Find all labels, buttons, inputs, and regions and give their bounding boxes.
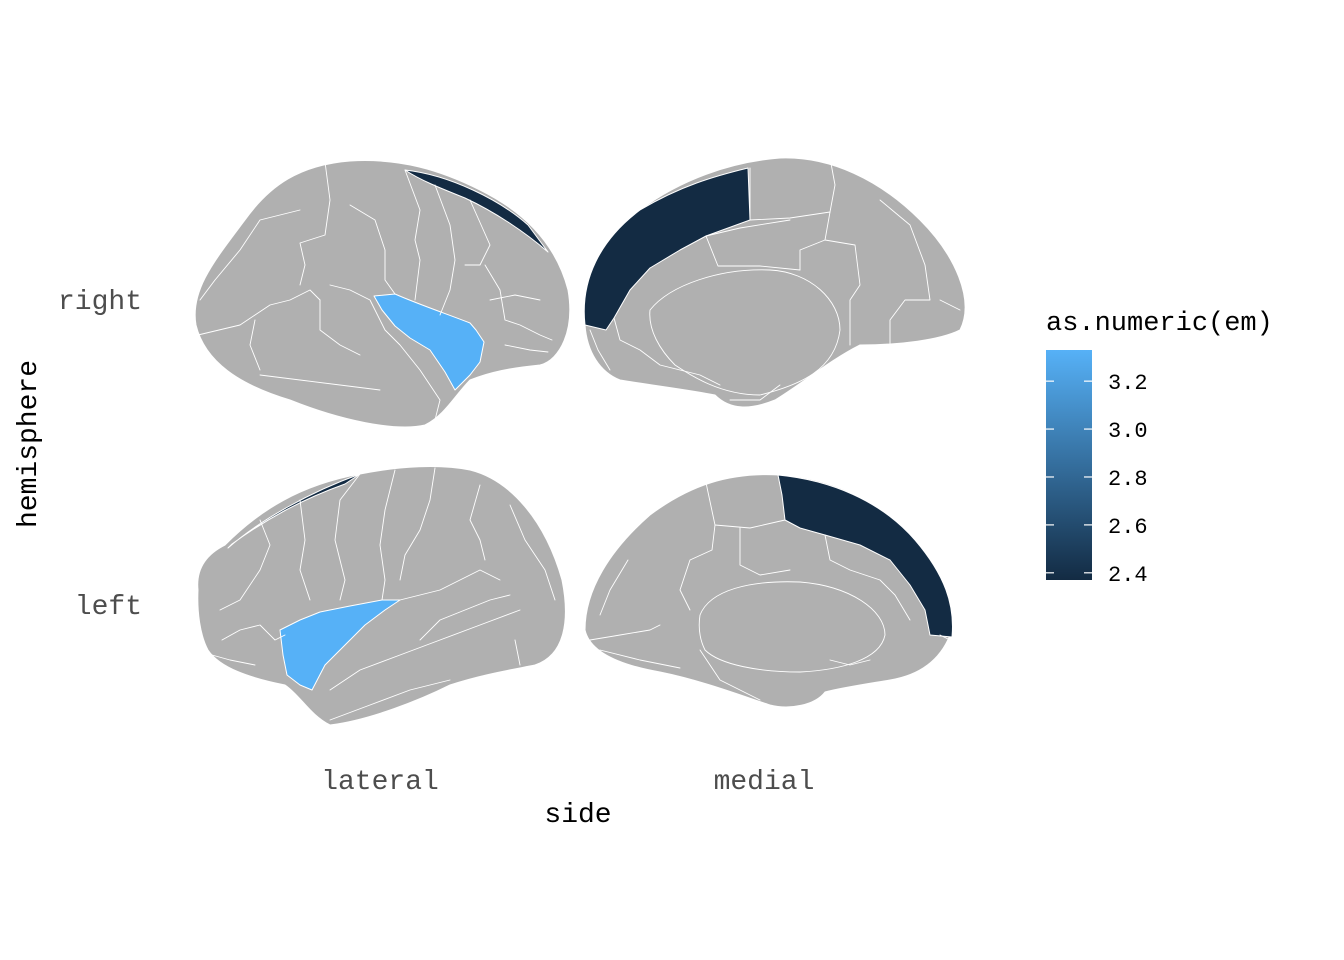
brain-left-lateral xyxy=(197,466,566,726)
x-tick-medial: medial xyxy=(714,767,815,798)
legend-tick-label-0: 3.2 xyxy=(1108,371,1148,396)
left-lateral-sulci xyxy=(211,467,556,721)
brain-right-lateral xyxy=(194,160,571,428)
right-lateral-frontal-strip xyxy=(404,169,549,253)
x-tick-lateral: lateral xyxy=(321,767,439,798)
brain-left-medial xyxy=(584,474,953,708)
x-axis-title: side xyxy=(544,800,611,831)
right-lateral-temporal-region xyxy=(373,293,485,391)
left-lateral-temporal-region xyxy=(279,599,401,691)
right-lateral-outline xyxy=(194,160,571,428)
legend-title: as.numeric(em) xyxy=(1046,309,1273,339)
y-tick-left: left xyxy=(75,592,142,623)
right-medial-frontal-medial-region xyxy=(583,167,751,331)
legend-tick-label-1: 3.0 xyxy=(1108,419,1148,444)
legend-tick-label-2: 2.8 xyxy=(1108,467,1148,492)
legend-tick-label-4: 2.4 xyxy=(1108,563,1148,588)
legend-colorbar xyxy=(1046,350,1092,580)
left-medial-frontal-medial-region xyxy=(777,474,953,638)
legend-tick-label-3: 2.6 xyxy=(1108,515,1148,540)
right-lateral-sulci xyxy=(197,161,553,421)
left-medial-outline xyxy=(584,474,952,708)
right-medial-sulci xyxy=(589,157,961,401)
y-axis-title: hemisphere xyxy=(14,360,45,528)
left-lateral-frontal-strip xyxy=(227,473,361,549)
legend: as.numeric(em) 3.2 3.0 2.8 2.6 2.4 xyxy=(1046,309,1273,588)
legend-ticks: 3.2 3.0 2.8 2.6 2.4 xyxy=(1046,371,1148,588)
y-tick-right: right xyxy=(58,287,142,318)
right-medial-outline xyxy=(583,157,966,408)
brain-right-medial xyxy=(583,157,966,408)
left-medial-sulci xyxy=(589,477,951,701)
